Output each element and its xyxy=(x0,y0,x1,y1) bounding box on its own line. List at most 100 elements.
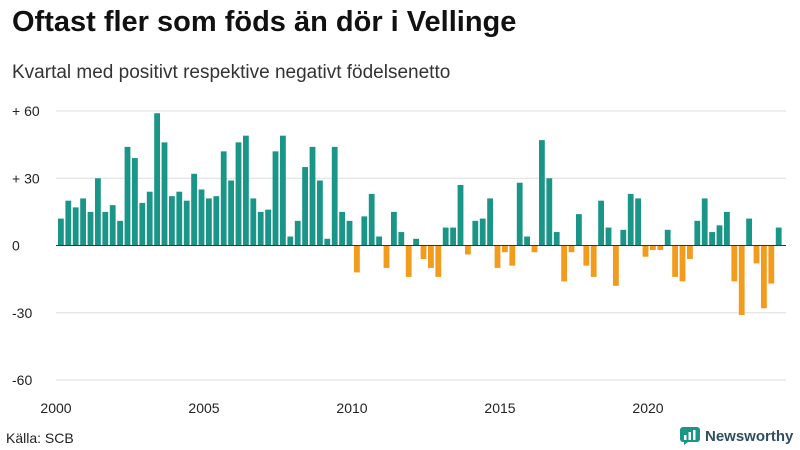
bar xyxy=(687,245,693,259)
bar xyxy=(413,238,419,246)
bar xyxy=(553,232,560,246)
bar xyxy=(598,200,604,246)
bar xyxy=(391,211,397,246)
x-tick-label: 2015 xyxy=(484,400,515,416)
bar xyxy=(568,245,575,253)
bar xyxy=(95,178,101,246)
bar xyxy=(213,196,220,246)
newsworthy-logo-icon xyxy=(680,427,700,445)
source-note: Källa: SCB xyxy=(6,430,74,446)
bar xyxy=(716,225,723,246)
bar xyxy=(87,211,94,246)
bar xyxy=(176,191,183,246)
bar xyxy=(220,151,227,246)
bar xyxy=(613,245,619,286)
bar xyxy=(650,245,656,250)
bar xyxy=(428,245,434,268)
bar xyxy=(761,245,767,309)
x-tick-label: 2005 xyxy=(188,400,219,416)
y-axis-labels: + 60 + 30 0 -30 -60 xyxy=(12,103,40,388)
bar xyxy=(376,236,382,246)
bar xyxy=(183,200,190,246)
bar xyxy=(450,227,456,246)
bar xyxy=(117,220,123,246)
bar xyxy=(361,216,368,246)
bar xyxy=(487,198,493,246)
bar xyxy=(280,135,286,246)
bar xyxy=(657,245,664,250)
bar xyxy=(324,238,331,246)
bar xyxy=(709,232,715,246)
bar xyxy=(346,220,353,246)
bar xyxy=(435,245,442,277)
bar xyxy=(331,146,338,246)
bar xyxy=(383,245,390,268)
y-tick-label: + 60 xyxy=(12,103,40,119)
bar xyxy=(287,236,294,246)
bar xyxy=(590,245,597,277)
bar xyxy=(354,245,360,273)
bar xyxy=(605,227,612,246)
bar-chart: + 60 + 30 0 -30 -60 2000 2005 2010 2015 2020 xyxy=(12,103,786,416)
bar xyxy=(694,220,701,246)
bar xyxy=(442,227,449,246)
bar xyxy=(753,245,760,264)
bar xyxy=(672,245,678,277)
bar xyxy=(191,173,197,246)
bar xyxy=(627,193,634,246)
bar xyxy=(198,189,205,246)
brand-logo: Newsworthy xyxy=(680,427,793,445)
bar xyxy=(502,245,508,253)
bar xyxy=(420,245,427,259)
gridlines xyxy=(56,110,786,381)
bar xyxy=(664,229,671,246)
bar xyxy=(169,196,175,246)
bar xyxy=(368,193,375,246)
bar xyxy=(317,180,323,246)
bar xyxy=(509,245,516,266)
bar xyxy=(583,245,590,266)
bar xyxy=(642,245,649,257)
bar xyxy=(124,146,131,246)
bar xyxy=(701,198,708,246)
bar xyxy=(132,158,138,246)
chart-subtitle: Kvartal med positivt respektive negativt… xyxy=(12,62,451,83)
bar xyxy=(302,167,308,246)
bar xyxy=(154,113,160,246)
bar xyxy=(405,245,412,277)
bar xyxy=(146,191,153,246)
bar-series xyxy=(58,113,782,315)
bar xyxy=(576,214,582,246)
bar xyxy=(531,245,538,253)
bar xyxy=(524,236,530,246)
bar xyxy=(620,229,627,246)
bar xyxy=(539,140,545,246)
bar xyxy=(72,207,79,246)
bar xyxy=(80,198,86,246)
bar xyxy=(472,220,479,246)
bar xyxy=(294,220,301,246)
brand-name: Newsworthy xyxy=(705,427,794,445)
bar xyxy=(102,211,109,246)
bar xyxy=(724,211,730,246)
bar xyxy=(139,202,146,246)
x-tick-label: 2000 xyxy=(40,400,71,416)
bar xyxy=(561,245,567,282)
bar xyxy=(768,245,775,284)
bar xyxy=(58,218,64,246)
bar xyxy=(272,151,279,246)
bar xyxy=(228,180,234,246)
y-tick-label: -60 xyxy=(12,372,32,388)
chart-title: Oftast fler som föds än dör i Vellinge xyxy=(12,6,517,38)
bar xyxy=(635,198,641,246)
bar xyxy=(309,146,316,246)
bar xyxy=(479,218,486,246)
bar xyxy=(235,142,242,246)
bar xyxy=(457,184,464,246)
x-tick-label: 2010 xyxy=(336,400,367,416)
bar xyxy=(738,245,745,315)
bar xyxy=(206,198,212,246)
bar xyxy=(679,245,686,282)
bar xyxy=(109,205,116,246)
x-axis-labels: 2000 2005 2010 2015 2020 xyxy=(40,400,663,416)
